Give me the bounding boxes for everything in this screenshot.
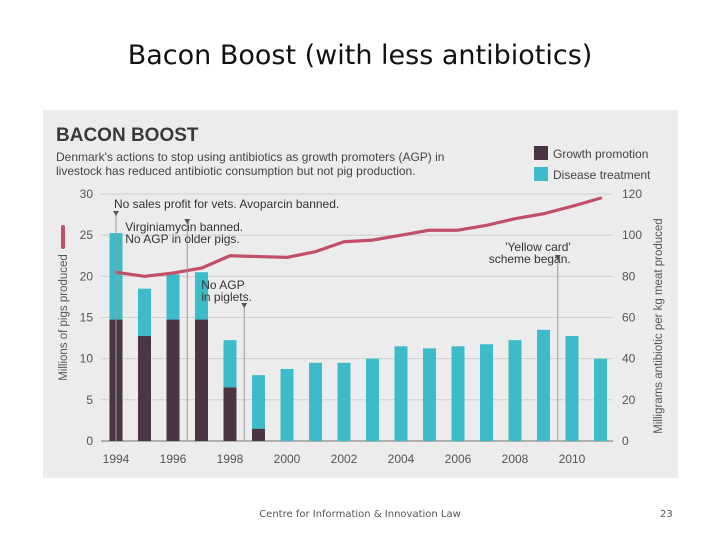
bar-growth-promotion xyxy=(223,387,237,441)
bar-disease-treatment xyxy=(138,288,151,337)
x-tick-label: 1998 xyxy=(217,452,244,466)
axes-layer: 0 5 10 15 20 25 30 0 20 40 60 80 100 120 1994 1996 1998 2… xyxy=(58,187,665,466)
annotations-layer: No sales profit for vets. Avoparcin bann… xyxy=(113,197,571,441)
left-tick-label: 15 xyxy=(80,311,94,325)
x-tick-label: 2002 xyxy=(331,452,358,466)
left-tick-label: 20 xyxy=(80,269,94,283)
chart-svg: 0 5 10 15 20 25 30 0 20 40 60 80 100 120 1994 1996 1998 2… xyxy=(56,125,665,466)
bar-disease-treatment xyxy=(366,358,379,441)
bar-disease-treatment xyxy=(166,274,180,320)
right-tick-label: 80 xyxy=(622,269,636,283)
right-tick-label: 120 xyxy=(622,187,642,201)
annotation-label: No AGP xyxy=(201,278,244,292)
left-tick-label: 5 xyxy=(86,393,93,407)
legend-label-disease-treatment: Disease treatment xyxy=(553,168,651,182)
bar-growth-promotion xyxy=(166,319,180,441)
bar-disease-treatment xyxy=(280,368,294,441)
annotation-arrow xyxy=(184,219,191,224)
annotation-label: No AGP in older pigs. xyxy=(125,232,240,246)
chart-title: BACON BOOST xyxy=(56,125,199,146)
x-tick-label: 2006 xyxy=(445,452,472,466)
annotation-arrow xyxy=(113,211,119,216)
right-tick-label: 40 xyxy=(622,352,636,366)
bar-disease-treatment xyxy=(565,336,579,441)
left-tick-label: 0 xyxy=(86,434,93,448)
annotation-arrow xyxy=(241,303,248,308)
x-tick-label: 2004 xyxy=(388,452,415,466)
x-tick-label: 2000 xyxy=(274,452,301,466)
bar-disease-treatment xyxy=(309,362,322,441)
slide-title: Bacon Boost (with less antibiotics) xyxy=(127,40,593,71)
x-tick-label: 2010 xyxy=(559,452,586,466)
bar-disease-treatment xyxy=(537,329,550,441)
bar-disease-treatment xyxy=(451,346,465,441)
line-pigs-produced xyxy=(114,196,603,278)
chart-figure: 0 5 10 15 20 25 30 0 20 40 60 80 100 120 1994 1996 1998 2… xyxy=(43,110,678,478)
chart-subtitle-line: livestock has reduced antibiotic consump… xyxy=(56,164,416,178)
page-number: 23 xyxy=(660,509,673,520)
bar-growth-promotion xyxy=(252,428,265,441)
bar-disease-treatment xyxy=(223,340,237,388)
bar-disease-treatment xyxy=(252,375,265,429)
text-layer: BACON BOOST Denmark's actions to stop usi… xyxy=(56,125,651,182)
left-tick-label: 10 xyxy=(80,352,94,366)
legend-swatch-growth-promotion xyxy=(534,146,548,160)
legend-label-growth-promotion: Growth promotion xyxy=(553,147,648,161)
right-tick-label: 0 xyxy=(622,434,629,448)
left-tick-label: 25 xyxy=(80,228,94,242)
bar-disease-treatment xyxy=(480,344,493,441)
left-tick-label: 30 xyxy=(80,187,94,201)
bar-disease-treatment xyxy=(594,358,607,441)
bar-disease-treatment xyxy=(394,346,408,441)
bar-growth-promotion xyxy=(195,319,208,441)
chart-subtitle-line: Denmark's actions to stop using antibiot… xyxy=(56,150,444,164)
footer-text: Centre for Information & Innovation Law xyxy=(259,509,461,520)
x-tick-label: 2008 xyxy=(502,452,529,466)
left-axis-label: Millions of pigs produced xyxy=(58,254,70,381)
right-tick-label: 60 xyxy=(622,311,636,325)
bar-growth-promotion xyxy=(138,336,151,441)
x-tick-label: 1996 xyxy=(160,452,187,466)
bar-disease-treatment xyxy=(337,362,351,441)
right-tick-label: 20 xyxy=(622,393,636,407)
annotation-arrow xyxy=(554,255,561,260)
annotation-label: 'Yellow card' xyxy=(505,240,571,254)
annotation-label: No sales profit for vets. Avoparcin bann… xyxy=(114,197,339,211)
annotation-label: in piglets. xyxy=(201,290,252,304)
legend-swatch-disease-treatment xyxy=(534,167,548,181)
right-axis-label: Milligrams antibiotic per kg meat produc… xyxy=(653,218,665,433)
bar-disease-treatment xyxy=(423,348,436,441)
line-layer xyxy=(61,196,603,278)
annotation-label: scheme began. xyxy=(489,252,571,266)
bar-disease-treatment xyxy=(195,272,208,320)
x-tick-label: 1994 xyxy=(103,452,130,466)
annotation-label: Virginiamycin banned. xyxy=(125,220,243,234)
bar-disease-treatment xyxy=(508,340,522,441)
right-tick-label: 100 xyxy=(622,228,642,242)
